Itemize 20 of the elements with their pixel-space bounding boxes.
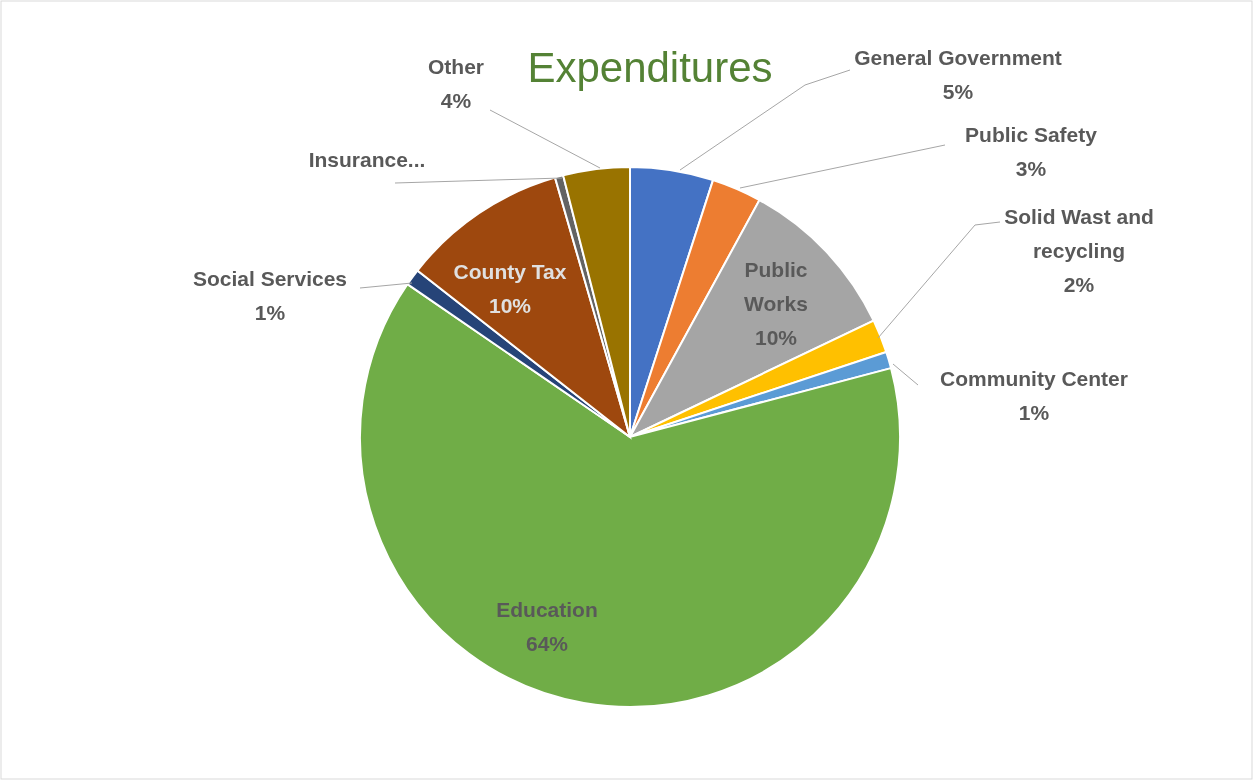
slice-label: Education: [496, 598, 598, 621]
slice-label: Public Works: [744, 258, 808, 315]
slice-label: General Government: [854, 46, 1062, 69]
slice-label: Insurance...: [308, 148, 426, 171]
slice-label: Other: [427, 55, 485, 78]
data-label: 2%: [1063, 273, 1095, 296]
slice-label: Public Safety: [965, 123, 1098, 146]
slice-label: Solid Wast and recycling: [1004, 205, 1154, 262]
data-label: 1%: [1018, 401, 1050, 424]
slice-label: County Tax: [453, 260, 567, 283]
data-label: 3%: [1015, 157, 1047, 180]
data-label: 64%: [525, 632, 569, 655]
data-label: 5%: [942, 80, 974, 103]
slice-label: Community Center: [940, 367, 1128, 390]
data-label: 4%: [440, 89, 472, 112]
data-label: 10%: [488, 294, 532, 317]
chart-title: Expenditures: [527, 44, 773, 91]
data-label: 1%: [254, 301, 286, 324]
slice-label: Social Services: [192, 267, 348, 290]
data-label: 10%: [754, 326, 798, 349]
